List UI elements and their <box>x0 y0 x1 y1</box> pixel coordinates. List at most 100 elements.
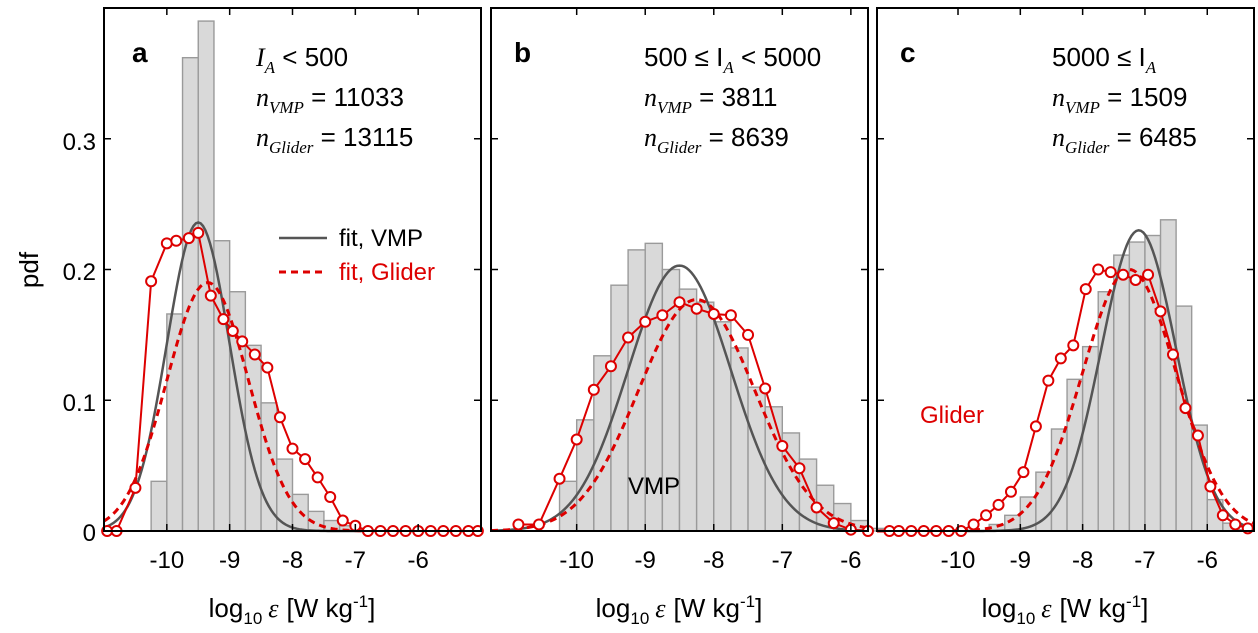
glider-pdf-point <box>1004 485 1017 498</box>
glider-pdf-point <box>1191 429 1204 442</box>
glider-pdf-point <box>192 226 205 239</box>
panel-b-frame <box>490 7 869 532</box>
x-tick-label: -6 <box>840 547 861 574</box>
fit-vmp-curve <box>490 264 869 532</box>
x-tick-label: -10 <box>149 547 184 574</box>
panel-c-annotation-nvmp: nVMP = 1509 <box>1052 82 1187 117</box>
panel-b: b 500 ≤ IA < 5000 nVMP = 3811 nGlider = … <box>490 7 886 628</box>
panel-c: c 5000 ≤ IA nVMP = 1509 nGlider = 6485 G… <box>876 7 1255 628</box>
panel-b-annotation-nglider: nGlider = 8639 <box>644 122 789 157</box>
glider-pdf-point <box>248 348 261 361</box>
glider-pdf-point <box>622 331 635 344</box>
glider-pdf-point <box>1229 518 1242 531</box>
glider-pdf-point <box>532 518 545 531</box>
panel-a-frame <box>103 7 482 532</box>
histogram-bar <box>260 402 278 532</box>
x-tick-label: -9 <box>1010 547 1031 574</box>
panel-a-annotations: IA < 500 nVMP = 11033 nGlider = 13115 <box>255 42 413 157</box>
glider-pdf-point <box>724 309 737 322</box>
x-tick-label: -6 <box>407 547 428 574</box>
histogram-bar <box>1159 219 1177 532</box>
panel-a-x-tick-labels: -10 -9 -8 -7 -6 <box>149 547 428 574</box>
histogram-bar <box>713 321 732 532</box>
glider-pdf-point <box>1042 374 1055 387</box>
y-tick-labels: 0 0.1 0.2 0.3 <box>63 129 96 547</box>
glider-pdf-point <box>1017 466 1030 479</box>
histogram-bar <box>1113 254 1131 532</box>
legend-vmp-label: fit, VMP <box>339 225 423 252</box>
panel-a-annotation-nvmp: nVMP = 11033 <box>256 82 404 117</box>
x-tick-label: -8 <box>1072 547 1093 574</box>
panel-a: a IA < 500 nVMP = 11033 nGlider = 13115 … <box>101 7 484 628</box>
glider-pdf-point <box>1154 305 1167 318</box>
histogram-bar <box>610 284 629 532</box>
glider-pdf-point <box>793 462 806 475</box>
x-tick-label: -6 <box>1197 547 1218 574</box>
glider-pdf-point <box>273 411 286 424</box>
panel-b-annotation-nvmp: nVMP = 3811 <box>644 82 777 117</box>
glider-pdf-point <box>673 296 686 309</box>
fit-glider-curve <box>490 298 869 533</box>
y-tick-label: 0.1 <box>63 390 96 417</box>
glider-pdf-point <box>217 313 230 326</box>
glider-pdf-point <box>336 514 349 527</box>
histogram-bar <box>166 313 184 532</box>
panel-c-x-tick-labels: -10 -9 -8 -7 -6 <box>941 547 1218 574</box>
glider-pdf-point <box>1204 480 1217 493</box>
glider-pdf-point <box>1166 348 1179 361</box>
glider-pdf-point <box>1142 268 1155 281</box>
glider-pdf-point <box>299 453 312 466</box>
glider-pdf-point <box>311 471 324 484</box>
panel-b-x-axis-label: log10 ε [W kg-1] <box>596 592 763 628</box>
panel-c-frame <box>876 7 1255 532</box>
glider-pdf-point <box>587 383 600 396</box>
histogram-bar <box>1066 378 1084 532</box>
glider-pdf-point <box>182 232 195 245</box>
glider-pdf-point <box>226 324 239 337</box>
x-tick-label: -9 <box>635 547 656 574</box>
glider-pdf-point <box>1216 509 1229 522</box>
panel-b-vmp-label: VMP <box>628 473 680 500</box>
histogram-bar <box>1050 428 1068 532</box>
y-axis-label: pdf <box>14 251 44 288</box>
glider-pdf-point <box>827 517 840 530</box>
panel-c-letter: c <box>900 37 916 68</box>
panel-a-annotation-nglider: nGlider = 13115 <box>256 122 413 157</box>
panel-b-letter: b <box>514 37 531 68</box>
glider-pdf-point <box>992 498 1005 511</box>
glider-pdf-point <box>1129 273 1142 286</box>
glider-pdf-point <box>286 442 299 455</box>
x-tick-label: -7 <box>772 547 793 574</box>
glider-pdf-point <box>1117 268 1130 281</box>
panel-a-plot-area <box>101 8 484 537</box>
glider-pdf-point <box>553 472 566 485</box>
glider-pdf-point <box>690 302 703 315</box>
x-tick-label: -10 <box>941 547 976 574</box>
histogram-bar <box>213 240 231 532</box>
panel-c-annotation-nglider: nGlider = 6485 <box>1052 122 1197 157</box>
glider-pdf-point <box>1054 352 1067 365</box>
glider-pdf-point <box>204 289 217 302</box>
y-tick-label: 0.2 <box>63 259 96 286</box>
glider-pdf-point <box>324 491 337 504</box>
glider-pdf-point <box>742 328 755 341</box>
glider-pdf-point <box>776 440 789 453</box>
panel-b-annotations: 500 ≤ IA < 5000 nVMP = 3811 nGlider = 86… <box>644 42 821 157</box>
x-tick-label: -7 <box>1134 547 1155 574</box>
glider-pdf-point <box>639 315 652 328</box>
y-tick-label: 0 <box>83 520 96 547</box>
panel-c-annotation-ia: 5000 ≤ IA <box>1052 42 1157 77</box>
legend-glider-label: fit, Glider <box>339 259 435 286</box>
panel-b-x-tick-labels: -10 -9 -8 -7 -6 <box>559 547 861 574</box>
glider-pdf-point <box>656 309 669 322</box>
glider-pdf-point <box>1092 263 1105 276</box>
panel-c-annotations: 5000 ≤ IA nVMP = 1509 nGlider = 6485 <box>1052 42 1197 157</box>
panel-a-annotation-ia: IA < 500 <box>255 42 348 77</box>
glider-pdf-point <box>1029 420 1042 433</box>
x-tick-label: -10 <box>559 547 594 574</box>
panel-c-plot-area <box>877 8 1255 537</box>
panel-b-plot-area <box>490 8 886 537</box>
histogram-bar <box>181 56 199 532</box>
x-tick-label: -8 <box>703 547 724 574</box>
